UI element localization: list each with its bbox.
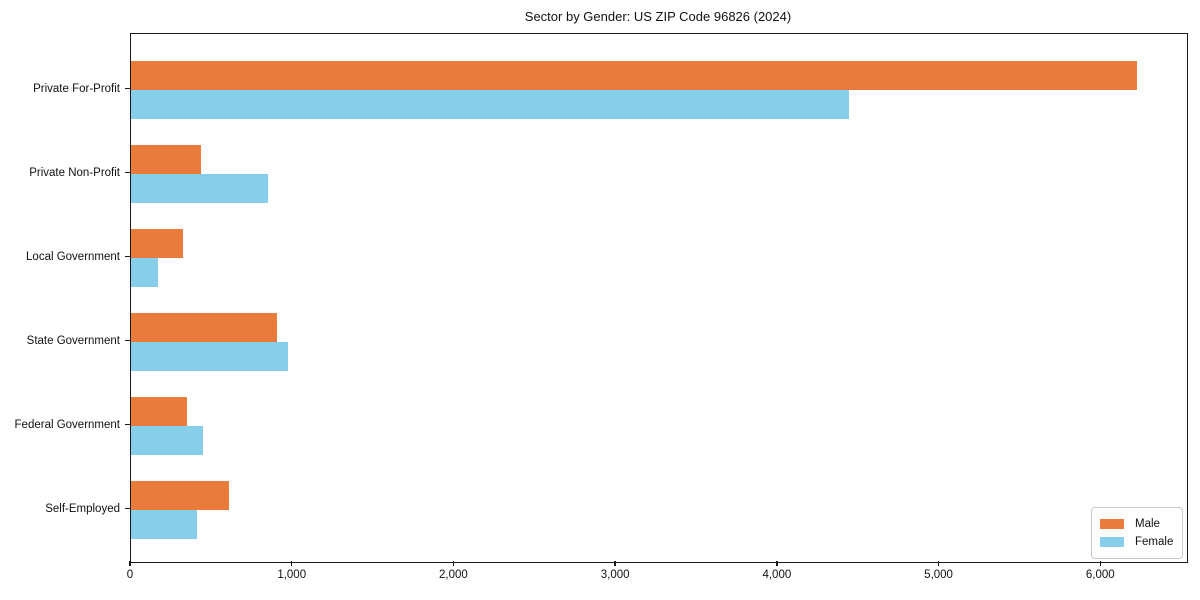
x-tick-label-2000: 2,000 [439,569,468,581]
bar-male-state-government [131,312,277,342]
chart-title: Sector by Gender: US ZIP Code 96826 (202… [524,9,792,24]
x-tick-mark [937,561,940,566]
y-tick-label-self-employed: Self-Employed [45,502,120,515]
bar-group-private-non-profit [131,144,1187,203]
legend-row-male: Male [1100,516,1174,532]
bar-group-self-employed [131,480,1187,539]
x-tick-label-1000: 1,000 [277,569,307,581]
y-tick-mark [125,423,130,426]
bar-male-private-non-profit [131,144,202,174]
y-tick-mark [125,171,130,174]
y-tick-label-local-government: Local Government [26,250,120,263]
x-tick-mark [614,561,616,566]
y-tick-label-private-non-profit: Private Non-Profit [29,166,120,179]
y-tick-mark [125,255,130,258]
legend: Male Female [1091,507,1183,559]
bar-female-state-government [131,341,288,371]
y-tick-mark [125,507,130,510]
bar-male-local-government [131,228,184,258]
bar-group-private-for-profit [131,60,1187,119]
y-tick-label-federal-government: Federal Government [14,418,120,431]
y-tick-label-state-government: State Government [26,334,120,347]
x-tick-mark [129,561,131,566]
bar-male-self-employed [131,480,229,510]
x-tick-label-6000: 6,000 [1085,569,1115,581]
bar-female-private-non-profit [131,173,268,203]
legend-label-female: Female [1135,536,1174,548]
x-tick-mark [291,561,293,566]
bar-group-state-government [131,312,1187,371]
legend-swatch-male [1100,519,1124,529]
bar-female-self-employed [131,509,197,539]
plot-area [130,33,1188,563]
bar-male-private-for-profit [131,60,1137,90]
legend-row-female: Female [1100,534,1174,550]
bar-group-local-government [131,228,1187,287]
legend-label-male: Male [1135,518,1160,530]
x-tick-label-3000: 3,000 [600,569,630,581]
x-tick-mark [452,561,455,566]
x-tick-mark [776,561,778,566]
x-tick-mark [1099,561,1101,566]
y-tick-mark [125,87,130,90]
x-tick-label-4000: 4,000 [762,569,792,581]
bar-female-local-government [131,257,159,287]
bar-group-federal-government [131,396,1187,455]
x-tick-label-5000: 5,000 [924,569,953,581]
y-tick-label-private-for-profit: Private For-Profit [33,82,120,95]
bar-female-federal-government [131,425,204,455]
bar-male-federal-government [131,396,187,426]
bar-female-private-for-profit [131,89,849,119]
legend-swatch-female [1100,537,1124,547]
y-tick-mark [125,339,130,342]
x-tick-label-0: 0 [126,569,134,581]
